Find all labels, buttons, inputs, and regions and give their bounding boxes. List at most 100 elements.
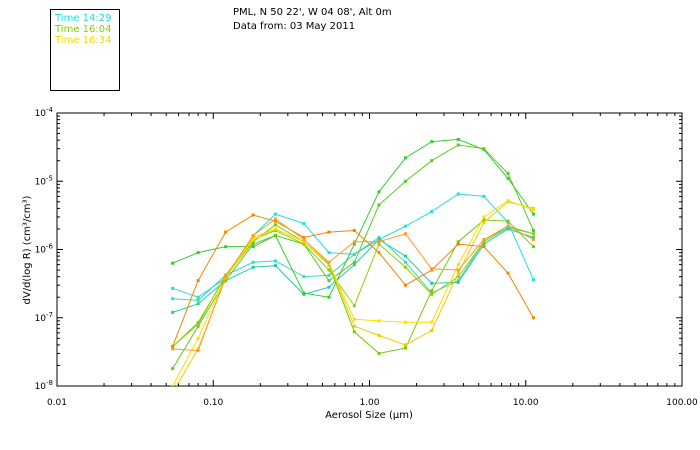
data-point [482, 147, 486, 151]
data-point [327, 285, 331, 289]
data-point [352, 228, 356, 232]
x-tick-label: 1.00 [359, 398, 379, 408]
data-point [482, 218, 486, 222]
data-point [352, 242, 356, 246]
data-point [196, 279, 200, 283]
data-point [482, 245, 486, 249]
data-point [377, 351, 381, 355]
series-line [172, 219, 534, 354]
data-point [456, 271, 460, 275]
data-point [377, 319, 381, 323]
data-point [171, 384, 175, 386]
data-point [251, 265, 255, 269]
data-point [377, 333, 381, 337]
data-point [377, 235, 381, 239]
data-point [531, 245, 535, 249]
data-point [506, 224, 510, 228]
legend-entry-1429: Time 14:29 [55, 13, 112, 24]
data-point [251, 235, 255, 239]
data-point [404, 265, 408, 269]
data-point [273, 227, 277, 231]
data-point [302, 242, 306, 246]
data-point [506, 219, 510, 223]
data-point [456, 143, 460, 147]
data-point [531, 208, 535, 212]
data-point [196, 295, 200, 299]
legend-box: Time 14:29 Time 16:04 Time 16:34 [50, 9, 120, 91]
data-point [302, 275, 306, 279]
x-tick-label: 0.01 [47, 398, 67, 408]
data-point [196, 349, 200, 353]
data-point [404, 156, 408, 160]
series-5 [171, 143, 535, 371]
data-point [377, 238, 381, 242]
data-point [171, 310, 175, 314]
series-layer [171, 137, 535, 386]
data-point [456, 137, 460, 141]
date-text: Data from: 03 May 2011 [233, 21, 356, 32]
data-point [482, 194, 486, 198]
data-point [430, 281, 434, 285]
data-point [171, 347, 175, 351]
data-point [302, 222, 306, 226]
data-point [456, 275, 460, 279]
data-point [531, 316, 535, 320]
data-point [327, 251, 331, 255]
data-point [224, 275, 228, 279]
chart-header: PML, N 50 22', W 04 08', Alt 0m Data fro… [233, 6, 392, 34]
data-point [251, 234, 255, 238]
data-point [377, 251, 381, 255]
data-point [224, 279, 228, 283]
data-point [506, 199, 510, 203]
data-point [404, 179, 408, 183]
data-point [352, 324, 356, 328]
data-point [506, 227, 510, 231]
series-line [172, 144, 534, 369]
data-point [430, 140, 434, 144]
data-point [196, 298, 200, 302]
data-point [456, 280, 460, 284]
data-point [352, 304, 356, 308]
series-11 [171, 217, 535, 353]
data-point [531, 238, 535, 242]
data-point [352, 260, 356, 264]
data-point [430, 329, 434, 333]
data-point [404, 346, 408, 350]
data-point [273, 228, 277, 232]
data-point [273, 234, 277, 238]
data-point [273, 219, 277, 223]
data-point [196, 324, 200, 328]
x-tick-label: 100.00 [666, 398, 698, 408]
data-point [251, 240, 255, 244]
data-point [302, 240, 306, 244]
data-point [404, 224, 408, 228]
data-point [327, 295, 331, 299]
series-10 [171, 213, 535, 348]
data-point [531, 235, 535, 239]
data-point [430, 210, 434, 214]
data-point [251, 260, 255, 264]
data-point [456, 279, 460, 283]
series-9 [171, 199, 535, 386]
data-point [171, 297, 175, 301]
data-point [196, 322, 200, 326]
data-point [456, 268, 460, 272]
x-axis-title: Aerosol Size (μm) [325, 410, 413, 421]
data-point [531, 278, 535, 282]
data-point [251, 238, 255, 242]
data-point [224, 245, 228, 249]
data-point [196, 336, 200, 340]
data-point [531, 212, 535, 216]
data-point [456, 240, 460, 244]
series-line [172, 200, 534, 386]
data-point [327, 230, 331, 234]
data-point [456, 192, 460, 196]
data-point [273, 259, 277, 263]
data-point [531, 228, 535, 232]
legend-entry-1634: Time 16:34 [55, 35, 112, 46]
data-point [327, 268, 331, 272]
series-6 [171, 218, 535, 355]
data-point [506, 271, 510, 275]
data-point [456, 263, 460, 267]
